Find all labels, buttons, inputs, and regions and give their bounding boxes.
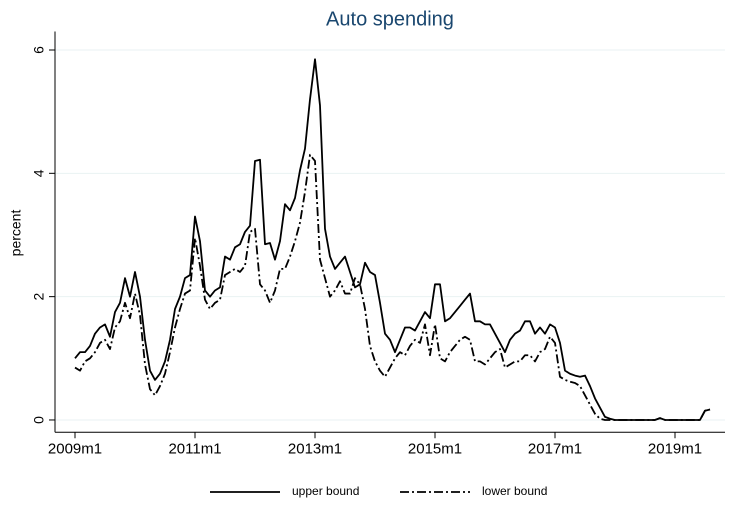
legend-label: upper bound <box>292 484 359 498</box>
line-series <box>74 153 711 421</box>
x-tick-label: 2013m1 <box>288 440 342 457</box>
x-tick-label: 2019m1 <box>648 440 702 457</box>
chart-title: Auto spending <box>326 8 454 30</box>
y-tick-label: 4 <box>31 169 47 177</box>
y-tick-label: 0 <box>31 416 47 424</box>
x-tick-label: 2015m1 <box>408 440 462 457</box>
x-tick-label: 2017m1 <box>528 440 582 457</box>
y-tick-label: 6 <box>31 46 47 54</box>
y-axis-label: percent <box>8 210 24 257</box>
x-tick-label: 2011m1 <box>168 440 221 457</box>
legend-label: lower bound <box>482 484 547 498</box>
line-series <box>74 58 711 421</box>
x-tick-label: 2009m1 <box>48 440 102 457</box>
y-tick-label: 2 <box>31 293 47 301</box>
